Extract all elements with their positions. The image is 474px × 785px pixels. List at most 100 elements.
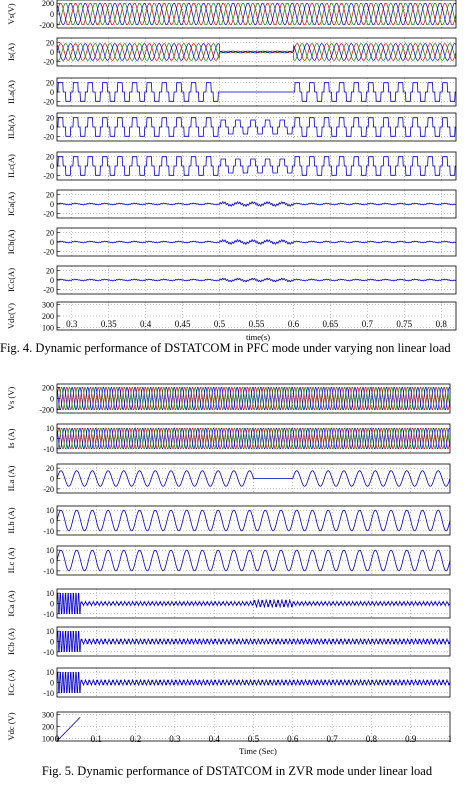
figure-4-chart: 2000-200Vs(V)200-20Is(A)200-20ILa(A)200-…: [6, 0, 457, 342]
y-axis-label: ILc (A): [6, 547, 16, 573]
y-tick-label: 10: [46, 627, 54, 636]
panel-vdcv: 300 200 100 Vdc (V): [6, 710, 451, 744]
y-tick-label: 0: [50, 475, 54, 484]
y-tick-label: -20: [43, 171, 54, 180]
panel-vsv: 200 0 -200 Vs(V): [6, 0, 457, 30]
series-line: [57, 117, 456, 137]
x-axis-label: Time (Sec): [239, 746, 277, 756]
y-axis-label: ICc (A): [6, 669, 16, 695]
series-line: [56, 43, 457, 61]
y-tick-label: -20: [43, 209, 54, 218]
x-tick-label: 0.45: [175, 319, 191, 329]
x-tick-label: 0.3: [169, 734, 181, 744]
y-axis-label: ICa(A): [6, 192, 16, 216]
x-tick-label: 0.7: [326, 734, 338, 744]
y-tick-label: 300: [42, 710, 54, 719]
panel-icaa: 200-20 ICa(A): [6, 189, 457, 219]
series-line: [56, 239, 457, 245]
series-line: [56, 2, 457, 26]
panel-ilba: 200-20 ILb(A): [6, 112, 457, 142]
x-tick-label: 0: [55, 734, 60, 744]
y-tick-label: -20: [43, 285, 54, 294]
y-tick-label: 20: [46, 191, 54, 200]
series-line: [56, 387, 451, 410]
y-tick-label: 20: [46, 114, 54, 123]
y-tick-label: -10: [43, 610, 54, 619]
y-tick-label: 0: [50, 600, 54, 609]
y-axis-label: Vdc (V): [6, 712, 16, 740]
y-tick-label: 100: [42, 324, 54, 333]
series-line: [56, 631, 451, 652]
y-axis-label: ICa (A): [6, 590, 16, 616]
series-line: [56, 43, 457, 61]
panel-icca: 200-20 ICc(A): [6, 265, 457, 295]
y-tick-label: 20: [46, 229, 54, 238]
y-tick-label: -10: [43, 648, 54, 657]
y-tick-label: 10: [46, 589, 54, 598]
series-line: [56, 2, 457, 26]
y-tick-label: 0: [50, 276, 54, 285]
series-line: [56, 387, 451, 410]
y-tick-label: 0: [50, 435, 54, 444]
x-tick-label: 0.2: [130, 734, 141, 744]
y-tick-label: -20: [43, 57, 54, 66]
y-axis-label: ICc(A): [6, 268, 16, 292]
x-tick-label: 0.4: [140, 319, 152, 329]
panel-icba: 200-20 ICb(A): [6, 227, 457, 257]
series-line: [56, 201, 457, 207]
y-tick-label: 0: [50, 517, 54, 526]
series-line: [56, 427, 451, 450]
figure-4-caption: Fig. 4. Dynamic performance of DSTATCOM …: [0, 341, 451, 355]
y-tick-label: -200: [39, 21, 54, 30]
series-line: [56, 427, 451, 450]
y-tick-label: 20: [46, 267, 54, 276]
x-tick-label: 0.6: [287, 734, 299, 744]
y-axis-label: ILb(A): [6, 115, 16, 139]
y-axis-label: ILa(A): [6, 80, 16, 104]
panel-ilca: 10 0-10 ILc (A): [6, 545, 451, 576]
panel-ilba: 10 0-10 ILb (A): [6, 505, 451, 536]
y-axis-label: Vs(V): [6, 3, 16, 24]
y-tick-label: -20: [43, 247, 54, 256]
y-tick-label: 20: [46, 153, 54, 162]
y-tick-label: 200: [42, 312, 54, 321]
x-tick-label: 0.7: [362, 319, 374, 329]
x-tick-label: 1: [448, 734, 453, 744]
x-tick-label: 0.5: [248, 734, 260, 744]
y-tick-label: 0: [50, 557, 54, 566]
y-tick-label: 0: [50, 638, 54, 647]
panel-isa: 200-20 Is(A): [6, 37, 457, 67]
x-tick-label: 0.9: [405, 734, 417, 744]
y-tick-label: -10: [43, 445, 54, 454]
y-tick-label: 0: [50, 48, 54, 57]
panel-icca: 10 0-10 ICc (A): [6, 667, 451, 698]
panel-icba: 10 0-10 ICb (A): [6, 626, 451, 657]
series-line: [56, 387, 451, 410]
x-tick-label: 0.75: [396, 319, 412, 329]
x-tick-label: 0.65: [323, 319, 339, 329]
y-axis-label: ILa (A): [6, 465, 16, 491]
y-tick-label: 10: [46, 506, 54, 515]
y-tick-label: -200: [39, 406, 54, 415]
series-line: [56, 672, 451, 693]
y-axis-label: ICb (A): [6, 628, 16, 655]
y-axis-label: Is (A): [6, 428, 16, 448]
y-tick-label: 0: [50, 10, 54, 19]
x-tick-label: 0.4: [209, 734, 221, 744]
panel-isa: 10 0-10 Is (A): [6, 423, 451, 454]
y-tick-label: 100: [42, 735, 54, 744]
x-tick-label: 0.35: [101, 319, 117, 329]
x-tick-label: 0.55: [249, 319, 265, 329]
y-tick-label: 0: [50, 395, 54, 404]
y-tick-label: 10: [46, 546, 54, 555]
y-tick-label: -20: [43, 132, 54, 141]
x-tick-label: 0.6: [288, 319, 300, 329]
x-tick-label: 0.3: [66, 319, 78, 329]
y-tick-label: 300: [42, 300, 54, 309]
series-line: [56, 470, 451, 487]
x-tick-label: 0.8: [436, 319, 448, 329]
x-tick-label: 0.5: [214, 319, 226, 329]
y-tick-label: 0: [50, 238, 54, 247]
